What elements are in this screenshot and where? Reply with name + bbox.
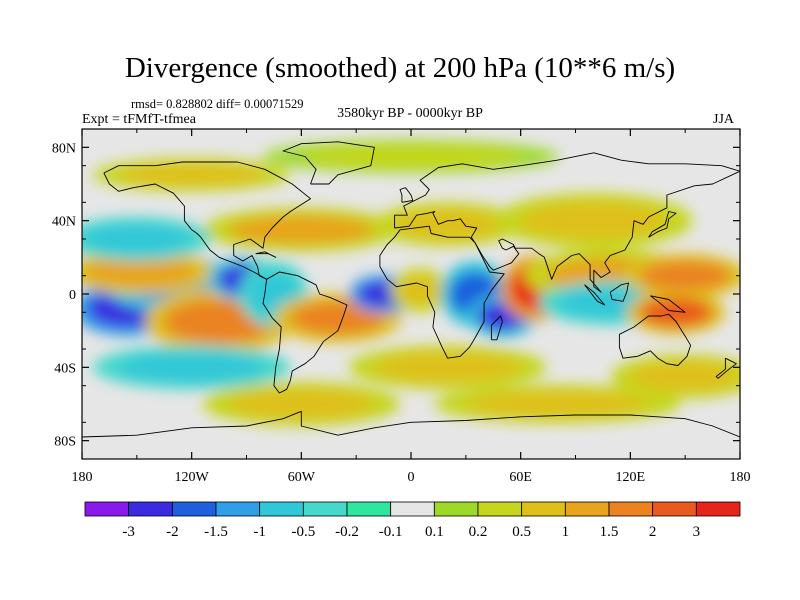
coastline (82, 410, 740, 438)
colorbar-label: 2 (649, 524, 657, 540)
coastline (282, 141, 375, 185)
colorbar-label: 0.2 (469, 524, 488, 540)
field-blob (82, 224, 192, 254)
field-blob (301, 145, 521, 168)
y-tick-label: 80N (52, 141, 76, 156)
coastline (262, 271, 348, 394)
colorbar-swatch (390, 501, 435, 517)
field-blob (639, 297, 713, 328)
field-blob (290, 301, 386, 335)
coastline (584, 284, 606, 306)
y-tick-label: 0 (69, 288, 76, 303)
colorbar-label: -3 (122, 524, 135, 540)
x-tick-label: 60W (288, 470, 316, 485)
colorbar-swatch (346, 501, 392, 517)
x-tick-label: 0 (408, 470, 415, 485)
colorbar-swatch (652, 501, 697, 517)
coastline (379, 225, 505, 359)
season-label: JJA (713, 112, 735, 127)
experiment-label: Expt = tFMfT-tfmea (82, 112, 196, 127)
coastline (609, 282, 629, 302)
field-blob (465, 391, 649, 417)
period-label: 3580kyr BP - 0000kyr BP (337, 106, 483, 121)
colorbar-swatch (521, 501, 566, 517)
plot-title: Divergence (smoothed) at 200 hPa (10**6 … (124, 52, 676, 84)
divergence-field (82, 140, 740, 426)
coastline (255, 251, 277, 258)
coastline (490, 315, 503, 341)
colorbar-label: -0.2 (335, 524, 359, 540)
colorbar-label: 1 (562, 524, 570, 540)
field-blob (118, 352, 265, 383)
x-tick-label: 180 (730, 470, 751, 485)
colorbar-swatch (128, 501, 173, 517)
colorbar-swatch (608, 501, 654, 517)
colorbar-swatch (302, 501, 348, 517)
field-blob (520, 202, 667, 240)
colorbar-swatch (564, 501, 610, 517)
field-blob (228, 215, 375, 245)
x-tick-label: 120E (616, 470, 646, 485)
colorbar-swatch (477, 501, 523, 517)
x-tick-label: 180 (72, 470, 93, 485)
y-tick-label: 40N (52, 215, 76, 230)
x-tick-label: 120W (175, 470, 210, 485)
coastline (650, 295, 686, 313)
field-blob (374, 352, 521, 383)
colorbar-label: 0.5 (512, 524, 531, 540)
x-tick-label: 60E (509, 470, 532, 485)
field-blob (639, 261, 731, 291)
colorbar-swatch (433, 501, 479, 517)
colorbar-label: 3 (693, 524, 701, 540)
coastline (103, 161, 311, 280)
colorbar-swatch (84, 501, 130, 517)
colorbar-swatch (695, 501, 741, 517)
colorbar-label: -2 (166, 524, 179, 540)
field-blob (118, 163, 265, 186)
colorbar-label: 0.1 (425, 524, 444, 540)
colorbar-label: 1.5 (600, 524, 619, 540)
stats-label: rmsd= 0.828802 diff= 0.00071529 (131, 97, 304, 111)
field-blob (228, 389, 375, 419)
colorbar-label: -0.5 (291, 524, 315, 540)
colorbar: -3 -2 -1.5 -1 -0.5 -0.2 -0.1 0.1 0.2 0.5 1 1.5 2 3 (84, 501, 741, 540)
colorbar-swatch (215, 501, 261, 517)
coastline (715, 357, 737, 379)
x-axis: 180 120W 60W 0 60E 120E 180 (72, 129, 751, 485)
y-axis: 80N 40N 0 40S 80S (52, 128, 740, 460)
y-tick-label: 40S (54, 361, 76, 376)
field-blob (85, 257, 196, 287)
coastline (394, 152, 740, 293)
coastline (648, 211, 677, 238)
colorbar-label: -1.5 (204, 524, 228, 540)
field-blob (630, 361, 740, 392)
colorbar-label: -0.1 (379, 524, 403, 540)
coastline (618, 313, 692, 366)
field-blob (392, 209, 503, 239)
colorbar-label: -1 (253, 524, 266, 540)
colorbar-swatch (259, 501, 304, 517)
coastline (399, 187, 414, 203)
y-tick-label: 80S (54, 435, 76, 450)
colorbar-swatch (171, 501, 217, 517)
field-blob (398, 275, 443, 306)
coastlines (82, 141, 740, 438)
